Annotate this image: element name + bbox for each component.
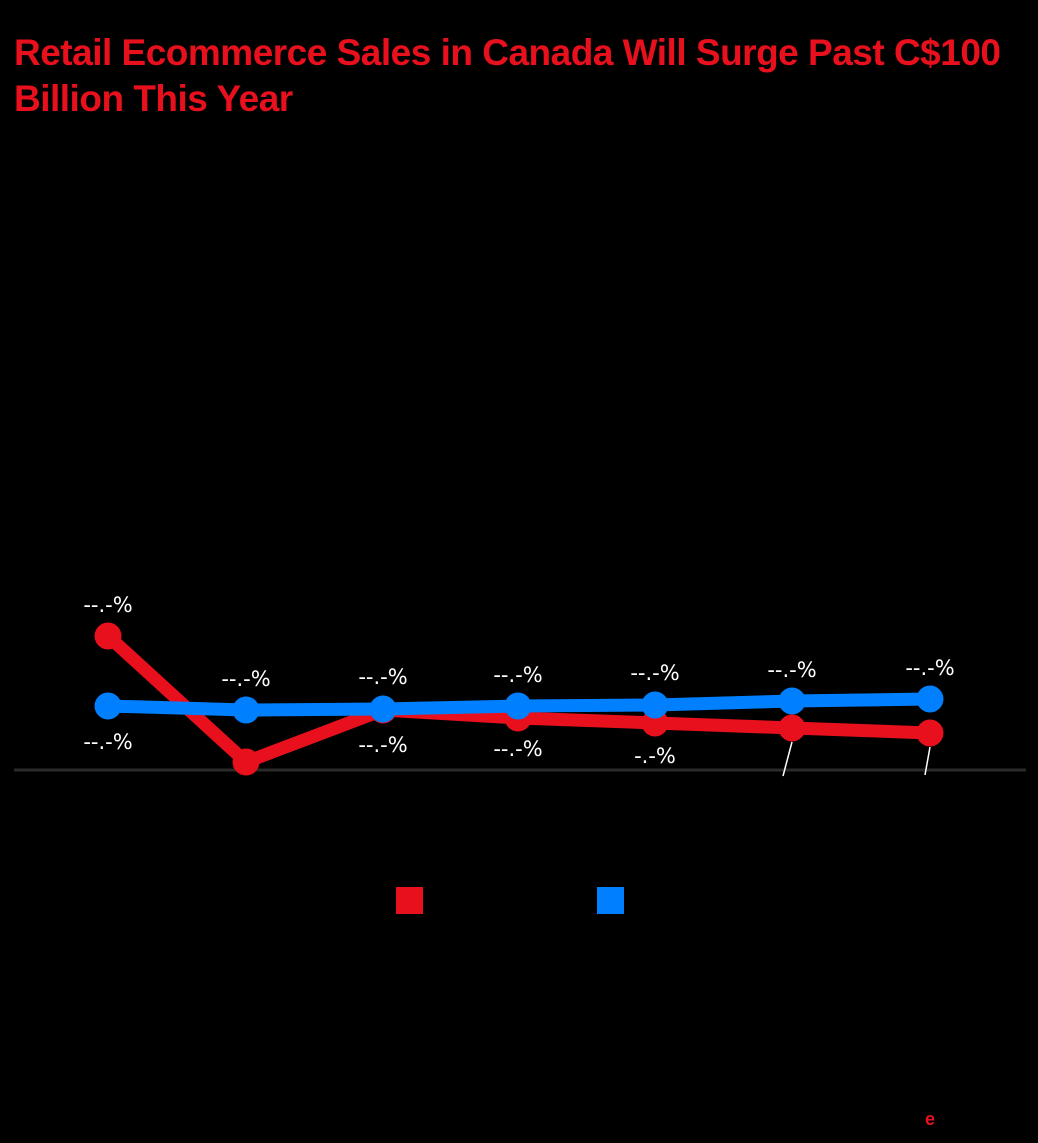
data-point[interactable]: [94, 692, 122, 720]
data-point[interactable]: [641, 691, 669, 719]
data-point[interactable]: [504, 692, 532, 720]
data-label: --.-%: [83, 730, 132, 754]
series-2: [94, 685, 944, 724]
data-label: -.-%: [634, 744, 676, 768]
data-label: --.-%: [493, 663, 542, 687]
data-point[interactable]: [232, 696, 260, 724]
data-point[interactable]: [94, 622, 122, 650]
data-label: --.-%: [83, 593, 132, 617]
data-point[interactable]: [778, 687, 806, 715]
legend-swatch-series1: [396, 887, 423, 914]
data-label: --.-%: [767, 658, 816, 682]
chart-title: Retail Ecommerce Sales in Canada Will Su…: [14, 32, 1001, 119]
data-label: --.-%: [358, 665, 407, 689]
data-point[interactable]: [916, 685, 944, 713]
data-label: --.-%: [630, 661, 679, 685]
brand-logo: e: [925, 1109, 936, 1129]
data-label: --.-%: [905, 656, 954, 680]
legend-swatch-series2: [597, 887, 624, 914]
data-label: --.-%: [221, 667, 270, 691]
data-point[interactable]: [916, 719, 944, 747]
data-point[interactable]: [778, 714, 806, 742]
data-point[interactable]: [232, 748, 260, 776]
data-label: --.-%: [493, 737, 542, 761]
data-label: --.-%: [358, 733, 407, 757]
data-labels: --.-% --.-% --.-% --.-% --.-% --.-% --.-% --.-%…: [83, 593, 955, 777]
series-lines: [94, 622, 944, 776]
data-point[interactable]: [369, 695, 397, 723]
